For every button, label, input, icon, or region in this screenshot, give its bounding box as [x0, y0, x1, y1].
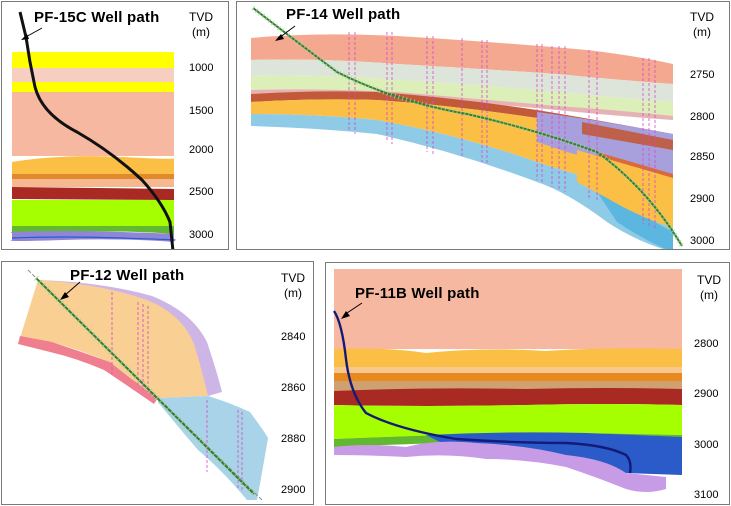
- well-path-pf14: [252, 7, 683, 247]
- axis-unit: (m): [700, 288, 718, 302]
- layer-pink: [18, 336, 158, 404]
- axis-unit: (m): [693, 25, 711, 39]
- tvd-tick: 2800: [690, 111, 715, 123]
- axis-header: TVD (m): [692, 273, 726, 303]
- panel-pf15c: PF-15C Well path TVD (m) 1000 1500 2000 …: [1, 1, 229, 250]
- pf15c-section: [10, 11, 176, 249]
- well-path-pf11b: [332, 310, 632, 474]
- tvd-tick: 2900: [281, 484, 306, 496]
- pf14-section: [251, 6, 685, 249]
- pf12-section: [18, 269, 268, 501]
- tvd-tick: 3000: [189, 229, 214, 241]
- layer-dark-orange: [12, 174, 174, 179]
- tvd-tick: 2840: [281, 331, 306, 343]
- tvd-tick: 2800: [694, 338, 719, 350]
- layer-lime: [334, 404, 682, 439]
- axis-label: TVD: [697, 273, 721, 287]
- layer-orange: [334, 348, 682, 367]
- pf11b-section: [332, 269, 682, 492]
- panel-pf11b: PF-11B Well path TVD (m) 2800 2900 3000 …: [325, 262, 730, 505]
- panel-pf12: PF-12 Well path TVD (m) 2840 2860 2880 2…: [1, 261, 314, 505]
- layer-yellow-lower: [12, 82, 174, 92]
- layer-tan: [12, 179, 174, 187]
- layer-yellow-upper: [12, 52, 174, 68]
- layer-blue: [158, 396, 268, 500]
- tvd-tick: 3000: [694, 439, 719, 451]
- layer-dark-red: [12, 187, 174, 200]
- panel-pf14: PF-14 Well path TVD (m) 2750 2800 2850 2…: [236, 1, 730, 250]
- arrow-head: [341, 311, 350, 319]
- arrow-head: [275, 34, 284, 41]
- layer-red-right: [582, 122, 673, 150]
- axis-label: TVD: [281, 271, 305, 285]
- axis-header: TVD (m): [685, 10, 719, 40]
- tvd-tick: 2850: [690, 151, 715, 163]
- tvd-tick: 3100: [694, 489, 719, 501]
- tvd-tick: 3000: [690, 235, 715, 247]
- layer-blue-deep: [597, 192, 673, 249]
- grid-lines: [348, 32, 656, 228]
- tvd-tick: 1500: [189, 105, 214, 117]
- tvd-tick: 2000: [189, 144, 214, 156]
- axis-unit: (m): [192, 25, 210, 39]
- layer-orange: [20, 280, 208, 398]
- layer-salmon: [334, 269, 682, 349]
- layer-purple: [38, 280, 222, 396]
- tvd-tick: 2880: [281, 433, 306, 445]
- layer-pink: [12, 68, 174, 82]
- tvd-tick: 2860: [281, 382, 306, 394]
- axis-header: TVD (m): [277, 271, 309, 301]
- panel-title: PF-15C Well path: [34, 9, 160, 26]
- tvd-tick: 2900: [690, 193, 715, 205]
- layer-dark-red: [251, 91, 673, 142]
- layer-lime: [12, 200, 174, 226]
- axis-label: TVD: [690, 10, 714, 24]
- layer-orange: [12, 156, 175, 174]
- panel-title: PF-14 Well path: [286, 6, 401, 23]
- arrow-head: [60, 292, 69, 300]
- axis-label: TVD: [189, 10, 213, 24]
- tvd-tick: 1000: [189, 62, 214, 74]
- panel-title: PF-11B Well path: [355, 285, 480, 302]
- axis-header: TVD (m): [186, 10, 216, 40]
- panel-title: PF-12 Well path: [70, 267, 185, 284]
- layer-light-orange: [334, 367, 682, 373]
- well-path-pf15c: [18, 11, 175, 249]
- axis-unit: (m): [284, 286, 302, 300]
- tvd-tick: 2500: [189, 186, 214, 198]
- title-arrow: [63, 281, 81, 297]
- tvd-tick: 2750: [690, 69, 715, 81]
- layer-dark-red: [334, 388, 682, 406]
- layer-purple: [334, 441, 666, 492]
- well-path-hatch: [33, 275, 257, 497]
- layer-salmon: [12, 92, 174, 156]
- layer-dark-orange: [334, 373, 682, 381]
- layer-purple: [10, 231, 175, 242]
- arrow-head: [21, 34, 29, 40]
- tvd-tick: 2900: [694, 388, 719, 400]
